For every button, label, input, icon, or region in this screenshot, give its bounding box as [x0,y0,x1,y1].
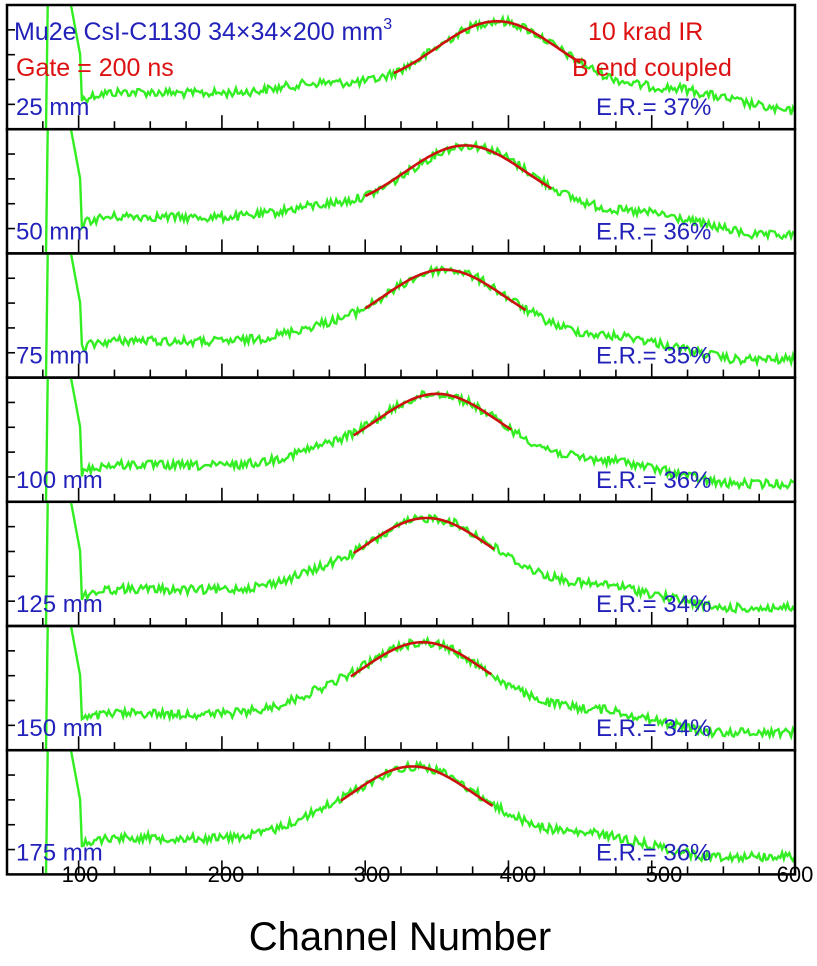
panel: 150 mm E.R.= 34% [5,624,797,752]
position-label: 100 mm [16,467,103,494]
fit-curve [353,392,513,437]
panel-ticks [6,650,796,751]
panel-plot-area [44,501,795,626]
panel-plot-area [44,129,795,254]
panels-group: 25 mm E.R.= 37% 50 mm E.R.= 36% 75 mm E.R.= 3… [5,3,797,876]
panel-ticks [6,525,796,626]
panel-plot-area [44,5,795,130]
position-label: 150 mm [16,715,103,742]
panel: 75 mm E.R.= 35% [5,252,797,379]
fit-curve [364,144,553,198]
panel: 125 mm E.R.= 34% [5,500,797,628]
panel: 100 mm E.R.= 36% [5,376,797,504]
panel-ticks [6,153,796,254]
spectrum-line [44,750,795,875]
energy-resolution-label: E.R.= 36% [596,467,711,494]
fit-curve [352,516,495,555]
panel: 50 mm E.R.= 36% [5,127,797,255]
energy-resolution-label: E.R.= 34% [596,591,711,618]
spectrum-line [44,129,795,254]
energy-resolution-label: E.R.= 36% [596,218,711,245]
panel-ticks [6,774,796,875]
panel-plot-area [44,626,795,751]
position-label: 50 mm [16,218,89,245]
panel-ticks [6,277,796,378]
header-annotations: Mu2e CsI-C1130 34×34×200 mm3 Gate = 200 … [14,16,732,82]
panel-plot-area [44,377,795,502]
x-tick-label: 300 [354,862,391,887]
title-main: Mu2e CsI-C1130 34×34×200 mm [14,18,383,46]
x-tick-label: 600 [777,862,814,887]
position-label: 75 mm [16,343,89,370]
x-tick-label: 400 [500,862,537,887]
energy-resolution-label: E.R.= 35% [596,343,711,370]
spectrum-line [44,626,795,751]
title-superscript: 3 [383,16,392,33]
panel-plot-area [44,750,795,875]
spectrum-line [44,5,795,130]
dose-text: 10 krad IR [588,18,703,46]
x-tick-label: 200 [208,862,245,887]
panel: 175 mm E.R.= 36% [5,748,797,876]
x-axis-label: Channel Number [249,915,551,959]
fit-curve [340,765,494,808]
coupling-text: B end coupled [572,54,732,82]
x-tick-label: 500 [646,862,683,887]
panel-ticks [6,29,796,130]
fit-curve [364,268,527,312]
panel-plot-area [44,253,795,378]
x-axis-tick-labels: 100 200 300 400 500 600 [62,862,814,887]
fit-curve [350,640,493,678]
energy-resolution-label: E.R.= 37% [596,94,711,121]
energy-resolution-label: E.R.= 36% [596,839,711,866]
gate-text: Gate = 200 ns [16,54,174,82]
fit-curve [393,19,581,75]
x-tick-label: 100 [62,862,99,887]
energy-resolution-label: E.R.= 34% [596,715,711,742]
title-text: Mu2e CsI-C1130 34×34×200 mm3 [14,16,392,46]
panel-ticks [6,401,796,502]
position-label: 125 mm [16,591,103,618]
position-label: 25 mm [16,94,89,121]
position-label: 175 mm [16,839,103,866]
